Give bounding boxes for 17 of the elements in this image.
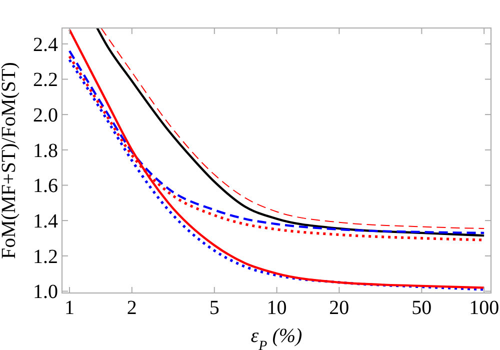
x-tick-label: 5 bbox=[209, 297, 220, 319]
x-tick-label: 1 bbox=[64, 297, 75, 319]
x-tick-label: 2 bbox=[126, 297, 137, 319]
y-tick-label: 1.2 bbox=[33, 246, 58, 268]
y-tick-label: 2.4 bbox=[33, 34, 58, 56]
x-tick-label: 100 bbox=[469, 297, 500, 319]
y-axis-title: FoM(MF+ST)/FoM(ST) bbox=[0, 62, 20, 259]
x-tick-label: 20 bbox=[329, 297, 350, 319]
x-tick-label: 50 bbox=[412, 297, 432, 319]
x-axis-title: ε$_{P}$ (%) bbox=[250, 325, 303, 350]
y-tick-label: 2.2 bbox=[33, 69, 58, 92]
y-tick-label: 1.0 bbox=[33, 281, 58, 304]
y-tick-label: 1.8 bbox=[33, 140, 58, 162]
y-tick-label: 2.0 bbox=[33, 104, 58, 127]
x-tick-label: 10 bbox=[266, 297, 287, 319]
y-tick-label: 1.4 bbox=[33, 210, 58, 233]
y-tick-label: 1.6 bbox=[33, 175, 58, 198]
